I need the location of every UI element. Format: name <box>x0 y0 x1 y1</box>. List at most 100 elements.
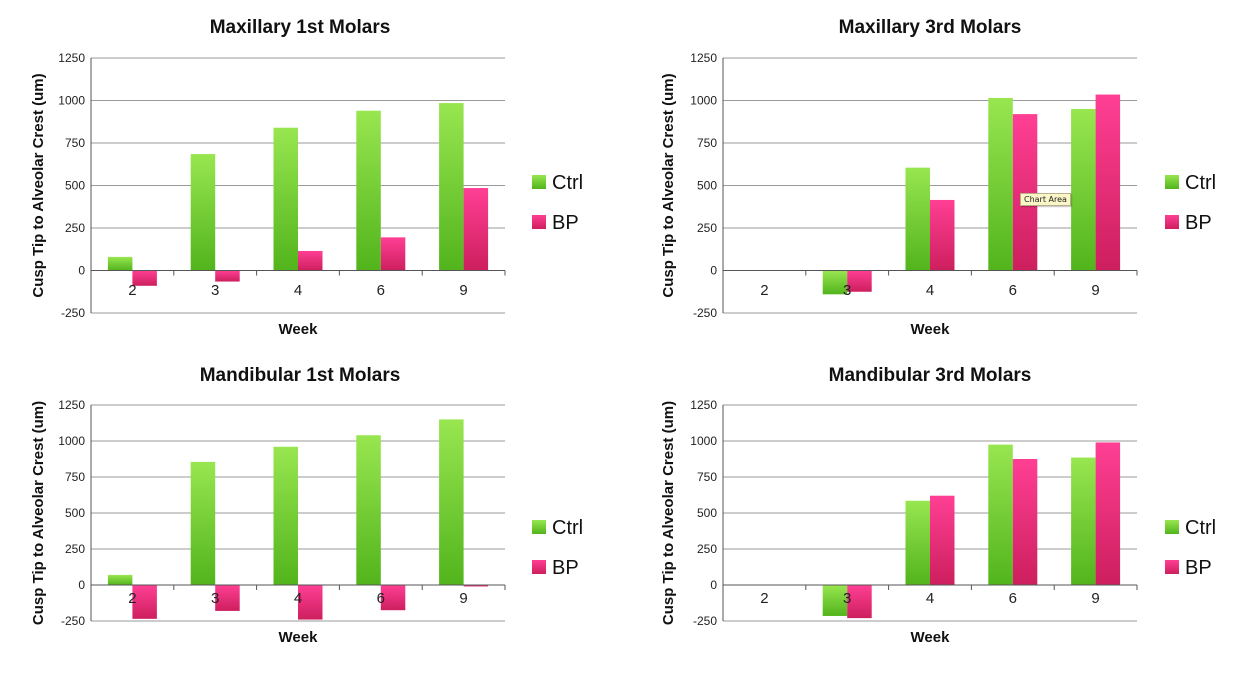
bar-ctrl-week-4 <box>905 500 930 585</box>
legend-label-ctrl: Ctrl <box>1185 517 1216 539</box>
y-tick-label: 1000 <box>58 434 85 448</box>
bar-ctrl-week-9 <box>439 419 464 585</box>
y-tick-label: 0 <box>78 264 85 278</box>
x-tick-label: 6 <box>377 590 385 607</box>
y-tick-label: 750 <box>65 136 85 150</box>
y-tick-label: 1250 <box>58 398 85 412</box>
y-axis-title: Cusp Tip to Alveolar Crest (um) <box>660 73 677 297</box>
bar-ctrl-week-4 <box>273 446 298 585</box>
x-tick-label: 6 <box>1009 590 1017 607</box>
legend-label-ctrl: Ctrl <box>552 172 583 194</box>
legend-label-bp: BP <box>1185 557 1212 579</box>
legend-label-ctrl: Ctrl <box>1185 172 1216 194</box>
bar-ctrl-week-2 <box>107 256 133 271</box>
y-axis-title: Cusp Tip to Alveolar Crest (um) <box>30 73 47 297</box>
legend-swatch-bp <box>1165 215 1179 229</box>
y-tick-label: 1250 <box>690 51 717 65</box>
bar-bp-week-9 <box>463 188 489 271</box>
bar-ctrl-week-3 <box>822 585 848 616</box>
chart-title: Maxillary 3rd Molars <box>839 17 1022 38</box>
bar-ctrl-week-2 <box>107 574 133 585</box>
x-tick-label: 3 <box>211 282 219 299</box>
x-tick-label: 4 <box>926 282 934 299</box>
y-tick-label: 250 <box>65 221 85 235</box>
y-tick-label: -250 <box>693 306 717 320</box>
x-tick-label: 3 <box>843 590 851 607</box>
chart-panel-4: 1250 1000 750 500 250 0 -250 2 3 4 6 9 Week Cusp Tip … <box>660 365 1216 646</box>
chart-title: Mandibular 1st Molars <box>200 365 401 386</box>
x-tick-label: 2 <box>128 590 136 607</box>
legend-label-bp: BP <box>552 212 579 234</box>
chart-panel-2: 1250 1000 750 500 250 0 -250 2 3 4 6 9 Week Cusp Tip … <box>660 17 1216 338</box>
bar-bp-week-6 <box>380 585 406 611</box>
y-tick-label: 1000 <box>58 94 85 108</box>
x-axis-title: Week <box>279 629 319 646</box>
bar-ctrl-week-6 <box>988 444 1013 585</box>
y-tick-label: 1250 <box>690 398 717 412</box>
legend: Ctrl BP <box>532 172 583 234</box>
x-tick-label: 6 <box>377 282 385 299</box>
y-tick-label: 0 <box>710 264 717 278</box>
bar-ctrl-week-9 <box>1071 109 1096 271</box>
x-tick-label: 9 <box>459 590 467 607</box>
legend-swatch-bp <box>532 215 546 229</box>
y-tick-label: 0 <box>78 578 85 592</box>
bar-ctrl-week-9 <box>439 103 464 271</box>
bar-bp-week-6 <box>1012 459 1038 585</box>
x-tick-label: 2 <box>760 590 768 607</box>
legend-label-ctrl: Ctrl <box>552 517 583 539</box>
y-tick-label: 750 <box>65 470 85 484</box>
y-axis-title: Cusp Tip to Alveolar Crest (um) <box>30 401 47 625</box>
legend-swatch-ctrl <box>532 520 546 534</box>
x-tick-label: 3 <box>211 590 219 607</box>
bar-ctrl-week-4 <box>273 127 298 271</box>
legend-swatch-ctrl <box>532 175 546 189</box>
x-tick-label: 4 <box>294 282 302 299</box>
legend-swatch-ctrl <box>1165 175 1179 189</box>
legend-label-bp: BP <box>1185 212 1212 234</box>
x-tick-label: 4 <box>926 590 934 607</box>
x-tick-label: 9 <box>1091 590 1099 607</box>
y-tick-label: 750 <box>697 470 717 484</box>
chart-title: Mandibular 3rd Molars <box>829 365 1032 386</box>
y-tick-label: -250 <box>61 614 85 628</box>
legend-swatch-ctrl <box>1165 520 1179 534</box>
bar-ctrl-week-6 <box>356 110 381 271</box>
bar-bp-week-3 <box>215 270 240 282</box>
x-tick-label: 4 <box>294 590 302 607</box>
x-axis-title: Week <box>911 321 951 338</box>
legend-label-bp: BP <box>552 557 579 579</box>
bar-bp-week-6 <box>1012 114 1038 271</box>
x-tick-label: 9 <box>459 282 467 299</box>
y-tick-label: 1000 <box>690 94 717 108</box>
x-tick-label: 6 <box>1009 282 1017 299</box>
bar-ctrl-week-3 <box>190 154 216 271</box>
bar-bp-week-2 <box>132 585 157 619</box>
y-tick-label: 500 <box>697 506 717 520</box>
x-tick-label: 9 <box>1091 282 1099 299</box>
x-tick-label: 2 <box>760 282 768 299</box>
bar-ctrl-week-6 <box>988 97 1013 271</box>
y-tick-label: 1000 <box>690 434 717 448</box>
y-tick-label: 0 <box>710 578 717 592</box>
chart-panel-3: 1250 1000 750 500 250 0 -250 2 3 4 6 9 Week Cusp Tip … <box>30 365 583 646</box>
x-tick-label: 3 <box>843 282 851 299</box>
bar-bp-week-4 <box>298 250 323 271</box>
bar-bp-week-3 <box>847 585 872 619</box>
bar-ctrl-week-4 <box>905 167 930 271</box>
bar-bp-week-6 <box>380 237 406 271</box>
bar-bp-week-3 <box>215 585 240 611</box>
bar-bp-week-9 <box>1095 94 1121 271</box>
y-tick-label: 750 <box>697 136 717 150</box>
y-axis-title: Cusp Tip to Alveolar Crest (um) <box>660 401 677 625</box>
y-tick-label: 1250 <box>58 51 85 65</box>
bar-ctrl-week-6 <box>356 435 381 585</box>
legend: Ctrl BP <box>1165 517 1216 579</box>
bar-bp-week-9 <box>463 585 489 587</box>
x-axis-title: Week <box>279 321 319 338</box>
chart-title: Maxillary 1st Molars <box>210 17 391 38</box>
y-tick-label: 500 <box>697 179 717 193</box>
y-tick-label: 250 <box>65 542 85 556</box>
bar-bp-week-4 <box>930 199 955 271</box>
